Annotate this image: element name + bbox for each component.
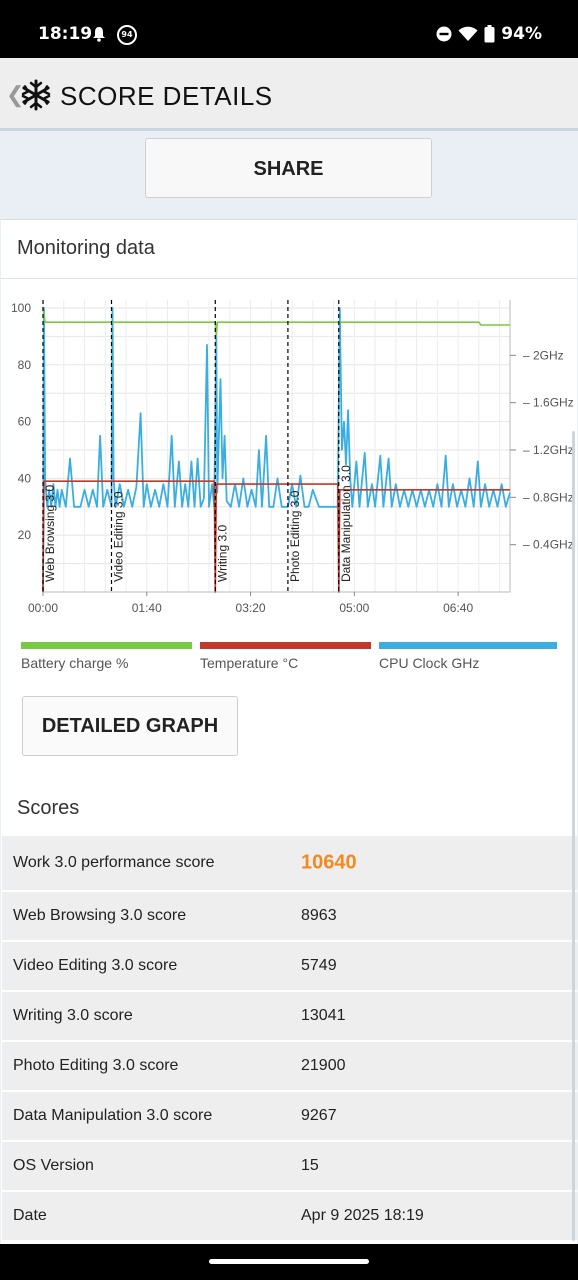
legend-temperature: Temperature °C [200, 642, 371, 672]
detailed-graph-button[interactable]: DETAILED GRAPH [22, 696, 238, 756]
phase-label: Web Browsing 3.0 [43, 485, 57, 582]
score-row-date: Date Apr 9 2025 18:19 [2, 1192, 577, 1242]
scrollbar[interactable] [572, 431, 575, 1241]
y-left-tick-label: 40 [18, 471, 32, 485]
x-tick-label: 03:20 [236, 601, 266, 615]
y-right-tick-label: – 1.6GHz [523, 396, 574, 410]
legend-temperature-swatch [200, 642, 371, 649]
bell-icon [92, 26, 106, 46]
y-right-tick-label: – 2GHz [523, 348, 564, 362]
legend-battery-swatch [21, 642, 192, 649]
legend-cpu: CPU Clock GHz [379, 642, 557, 672]
monitoring-title: Monitoring data [17, 237, 155, 259]
score-row-data-manipulation: Data Manipulation 3.0 score 9267 [2, 1092, 577, 1142]
score-label: Video Editing 3.0 score [13, 957, 178, 974]
score-label: Web Browsing 3.0 score [13, 907, 187, 924]
score-label: Date [13, 1207, 47, 1224]
battery-line [42, 307, 510, 338]
wifi-icon [458, 26, 478, 42]
notification-count-badge: 94 [117, 25, 137, 45]
score-row-web-browsing: Web Browsing 3.0 score 8963 [2, 892, 577, 942]
score-value: Apr 9 2025 18:19 [301, 1207, 424, 1224]
y-right-tick-label: – 0.8GHz [523, 490, 574, 504]
scores-table: Work 3.0 performance score 10640 Web Bro… [2, 836, 577, 1242]
score-label: Data Manipulation 3.0 score [13, 1107, 213, 1124]
home-gesture-handle[interactable] [209, 1259, 369, 1264]
status-bar: 18:19 94 94% [0, 0, 578, 58]
x-tick-label: 05:00 [339, 601, 369, 615]
y-left-tick-label: 60 [18, 415, 32, 429]
cpu-clock-line [42, 307, 511, 593]
score-value: 8963 [301, 907, 337, 924]
do-not-disturb-icon [436, 26, 452, 42]
scores-title: Scores [17, 797, 80, 819]
status-time: 18:19 [38, 24, 93, 44]
score-row-work: Work 3.0 performance score 10640 [2, 836, 577, 892]
battery-icon [484, 25, 495, 43]
legend-battery-label: Battery charge % [21, 655, 129, 671]
score-value: 10640 [301, 851, 357, 874]
score-value: 5749 [301, 957, 337, 974]
score-label: Photo Editing 3.0 score [13, 1057, 179, 1074]
score-value: 15 [301, 1157, 319, 1174]
y-right-tick-label: – 0.4GHz [523, 538, 574, 552]
back-chevron-icon[interactable]: ❮ [6, 82, 25, 107]
phase-label: Writing 3.0 [215, 525, 229, 582]
phase-label: Video Editing 3.0 [111, 491, 125, 582]
score-value: 13041 [301, 1007, 346, 1024]
x-tick-label: 01:40 [132, 601, 162, 615]
score-row-photo-editing: Photo Editing 3.0 score 21900 [2, 1042, 577, 1092]
score-row-video-editing: Video Editing 3.0 score 5749 [2, 942, 577, 992]
navigation-bar [0, 1244, 578, 1280]
status-right: 94% [436, 24, 542, 44]
score-value: 9267 [301, 1107, 337, 1124]
snowflake-logo-icon [20, 79, 52, 116]
battery-percent: 94% [501, 24, 542, 44]
app-bar [0, 58, 578, 131]
score-label: OS Version [13, 1157, 94, 1174]
score-row-os-version: OS Version 15 [2, 1142, 577, 1192]
x-tick-label: 06:40 [443, 601, 473, 615]
share-button[interactable]: SHARE [145, 138, 432, 198]
score-label: Writing 3.0 score [13, 1007, 133, 1024]
legend-cpu-swatch [379, 642, 557, 649]
legend-battery: Battery charge % [21, 642, 192, 672]
score-value: 21900 [301, 1057, 346, 1074]
content-area: SHARE Monitoring data 100 80 60 40 20 – 2GHz –… [0, 131, 578, 1244]
temperature-line [42, 480, 510, 593]
y-right-tick-label: – 1.2GHz [523, 443, 574, 457]
score-label: Work 3.0 performance score [13, 854, 215, 871]
y-left-tick-label: 100 [11, 301, 31, 315]
legend-cpu-label: CPU Clock GHz [379, 655, 480, 671]
divider [1, 278, 577, 279]
page-title: SCORE DETAILS [60, 81, 273, 111]
y-left-tick-label: 80 [18, 358, 32, 372]
legend-temperature-label: Temperature °C [200, 655, 299, 671]
x-tick-label: 00:00 [28, 601, 58, 615]
y-left-tick-label: 20 [18, 528, 32, 542]
phase-label: Data Manipulation 3.0 [339, 465, 353, 582]
phase-label: Photo Editing 3.0 [288, 490, 302, 582]
score-row-writing: Writing 3.0 score 13041 [2, 992, 577, 1042]
monitoring-card: Monitoring data 100 80 60 40 20 – 2GHz – 1.6GH… [1, 219, 577, 1244]
monitoring-chart: 100 80 60 40 20 – 2GHz – 1.6GHz – 1.2GHz – 0.8GH… [11, 300, 574, 615]
